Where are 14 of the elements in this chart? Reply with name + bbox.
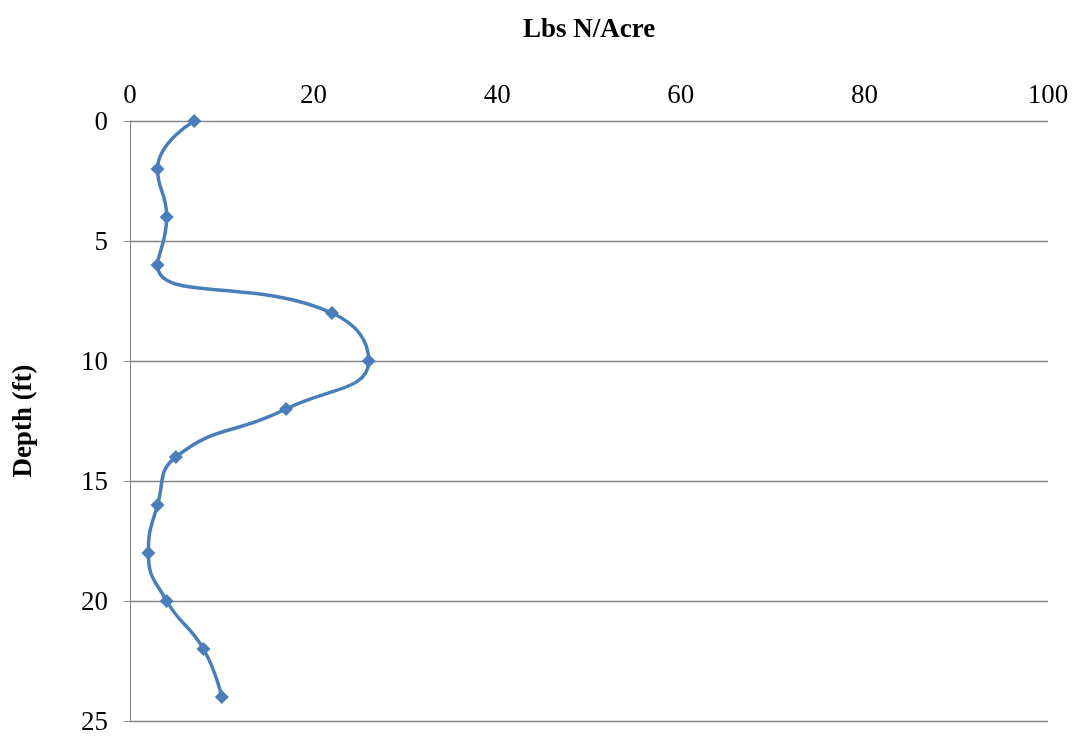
- y-tick-label: 0: [94, 106, 108, 136]
- x-tick-label: 20: [300, 78, 328, 109]
- x-tick-label: 0: [123, 78, 137, 109]
- y-tick-label: 25: [81, 706, 108, 736]
- y-tick-label: 15: [81, 466, 108, 496]
- x-tick-label: 80: [850, 78, 878, 109]
- y-tick-label: 20: [81, 586, 108, 616]
- x-axis-title: Lbs N/Acre: [522, 12, 656, 43]
- y-tick-label: 10: [81, 346, 108, 376]
- y-axis-title: Depth (ft): [6, 364, 37, 478]
- x-tick-label: 100: [1027, 78, 1069, 109]
- x-tick-label: 60: [667, 78, 695, 109]
- y-tick-label: 5: [94, 226, 108, 256]
- x-tick-label: 40: [483, 78, 511, 109]
